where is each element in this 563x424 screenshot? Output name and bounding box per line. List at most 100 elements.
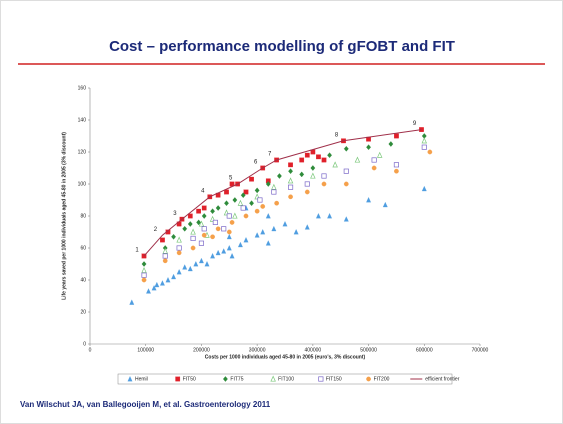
point [299,171,305,178]
x-tick-label: 300000 [249,347,266,353]
point [210,208,215,215]
legend-marker [223,376,228,382]
legend-marker [318,376,324,382]
point [240,205,246,211]
point [160,237,165,243]
point [254,187,260,194]
legend-box [117,373,453,385]
point [243,213,249,219]
point [421,137,428,144]
frontier-label: 3 [173,211,177,217]
point [141,277,147,283]
point [182,264,188,270]
point [366,144,371,151]
point [304,189,310,195]
x-tick-label: 100000 [137,347,154,353]
point [376,151,383,158]
point [304,152,310,158]
point [176,245,182,251]
point [265,181,271,187]
frontier-label: 9 [413,121,417,127]
point [176,236,182,243]
legend-marker [270,375,276,382]
point [146,288,151,294]
point [394,133,399,139]
point [162,247,168,254]
point [215,249,221,256]
point [237,241,243,248]
y-tick-label: 100 [78,181,87,187]
point [171,273,177,280]
point [421,185,427,192]
point [299,157,305,163]
frontier-label: 4 [201,188,205,194]
point [421,144,427,150]
point [288,168,293,175]
point [321,173,327,179]
point [271,183,277,190]
x-tick-label: 500000 [360,347,377,353]
point [201,232,207,238]
point [221,226,227,232]
point [310,172,316,179]
y-tick-label: 80 [80,213,86,219]
point [190,228,196,235]
frontier-label: 2 [154,227,158,233]
legend-label: FIT75 [230,376,243,382]
point [257,197,263,203]
point [229,220,235,225]
y-tick-label: 20 [80,309,86,315]
point [224,189,229,195]
point [196,219,202,226]
point [182,225,188,232]
point [382,201,388,208]
point [215,205,221,211]
point [288,162,293,168]
frontier-label: 8 [335,132,339,138]
point [190,235,196,241]
slide-title: Cost – performance modelling of gFOBT an… [109,38,455,55]
point [343,181,349,187]
point [271,189,277,195]
point [159,280,165,286]
point [277,173,282,179]
point [271,225,277,232]
point [265,240,271,246]
legend-marker [366,376,371,382]
frontier-label: 6 [254,160,258,166]
point [226,233,232,240]
point [321,157,327,163]
point [226,245,232,251]
point [224,200,229,207]
point [237,199,244,206]
legend-label: FIT150 [326,376,342,382]
point [162,253,168,259]
point [204,261,210,267]
legend-label: efficient frontier [425,376,459,382]
point [274,200,279,206]
frontier-label: 1 [135,248,139,254]
point [315,213,321,219]
point [354,156,361,163]
point [201,213,207,219]
point [304,224,310,230]
point [243,237,249,243]
legend-marker [175,376,181,382]
point [187,265,193,272]
point [187,213,193,219]
point [165,277,171,283]
point [154,281,160,288]
point [198,240,204,246]
point [221,248,227,254]
point [151,285,157,291]
y-tick-label: 140 [78,117,87,123]
point [141,266,147,273]
y-tick-label: 0 [83,341,86,347]
point [198,257,204,264]
legend-label: FIT200 [374,376,390,382]
legend-label: Hemil [135,376,148,382]
point [215,226,221,232]
point [190,245,196,251]
